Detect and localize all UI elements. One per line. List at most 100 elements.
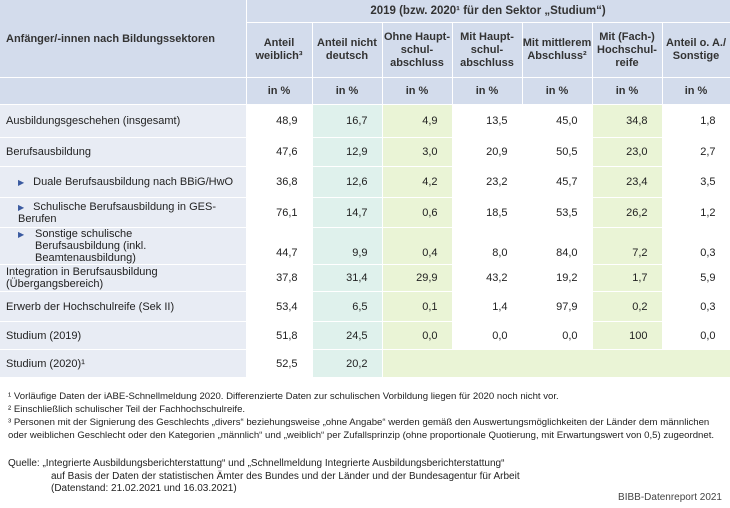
row-label: Berufsausbildung <box>0 137 247 167</box>
cell-sonstige: 0,3 <box>662 227 730 265</box>
unit-label: in % <box>522 77 593 105</box>
cell-anteil-nicht-deutsch: 31,4 <box>312 264 383 292</box>
cell-anteil-weiblich: 36,8 <box>246 166 313 198</box>
cell-hochschulreife: 23,4 <box>592 166 663 198</box>
group-title: 2019 (bzw. 2020¹ für den Sektor „Studium… <box>246 0 730 23</box>
table-row: Erwerb der Hochschulreife (Sek II) 53,4 … <box>0 291 730 322</box>
row-label: Studium (2020)¹ <box>0 349 247 378</box>
cell-anteil-weiblich: 53,4 <box>246 291 313 322</box>
cell-mit-hauptschulabschluss: 23,2 <box>452 166 523 198</box>
row-label-text: Sonstige schulische Berufsausbildung (in… <box>35 228 147 264</box>
row-label-text: Schulische Berufsausbildung in GES-Beruf… <box>18 200 216 225</box>
table-row: ▶ Sonstige schulische Berufsausbildung (i… <box>0 227 730 265</box>
unit-label: in % <box>312 77 383 105</box>
cell-anteil-nicht-deutsch: 16,7 <box>312 104 383 138</box>
cell-mittlerer-abschluss: 50,5 <box>522 137 593 167</box>
cell-anteil-weiblich: 52,5 <box>246 349 313 378</box>
source-note: Quelle: „Integrierte Ausbildungsberichte… <box>8 458 724 496</box>
cell-sonstige: 1,8 <box>662 104 730 138</box>
cell-mit-hauptschulabschluss: 0,0 <box>452 321 523 350</box>
unit-label: in % <box>452 77 523 105</box>
source-line: auf Basis der Daten der statistischen Äm… <box>51 470 520 482</box>
cell-anteil-weiblich: 47,6 <box>246 137 313 167</box>
cell-ohne-hauptschulabschluss: 0,0 <box>382 321 453 350</box>
cell-mit-hauptschulabschluss: 8,0 <box>452 227 523 265</box>
footnote: ¹ Vorläufige Daten der iABE-Schnellmeldu… <box>8 391 559 402</box>
cell-anteil-nicht-deutsch: 20,2 <box>312 349 383 378</box>
table-row: Studium (2019) 51,8 24,5 0,0 0,0 0,0 100… <box>0 321 730 350</box>
source-line: Quelle: „Integrierte Ausbildungsberichte… <box>8 458 505 469</box>
row-label: ▶ Schulische Berufsausbildung in GES-Beru… <box>0 197 247 228</box>
empty-cell-block <box>382 349 730 378</box>
cell-sonstige: 3,5 <box>662 166 730 198</box>
cell-anteil-nicht-deutsch: 14,7 <box>312 197 383 228</box>
row-label: ▶ Sonstige schulische Berufsausbildung (i… <box>0 227 247 265</box>
cell-mit-hauptschulabschluss: 13,5 <box>452 104 523 138</box>
row-label: Integration in Berufsausbildung (Übergan… <box>0 264 247 292</box>
unit-label: in % <box>382 77 453 105</box>
footnote: ³ Personen mit der Signierung des Geschl… <box>8 417 715 441</box>
table-row: ▶ Duale Berufsausbildung nach BBiG/HwO 36… <box>0 166 730 198</box>
cell-anteil-nicht-deutsch: 12,6 <box>312 166 383 198</box>
table-row: Ausbildungsgeschehen (insgesamt) 48,9 16… <box>0 104 730 138</box>
cell-anteil-weiblich: 37,8 <box>246 264 313 292</box>
cell-ohne-hauptschulabschluss: 0,6 <box>382 197 453 228</box>
footnotes: ¹ Vorläufige Daten der iABE-Schnellmeldu… <box>8 390 724 442</box>
row-label: ▶ Duale Berufsausbildung nach BBiG/HwO <box>0 166 247 198</box>
cell-sonstige: 0,0 <box>662 321 730 350</box>
cell-mittlerer-abschluss: 45,0 <box>522 104 593 138</box>
data-table: Anfänger/-innen nach Bildungssektoren 20… <box>0 0 730 378</box>
cell-sonstige: 0,3 <box>662 291 730 322</box>
unit-label: in % <box>246 77 313 105</box>
column-header: Anteil weiblich³ <box>246 22 313 78</box>
cell-ohne-hauptschulabschluss: 0,1 <box>382 291 453 322</box>
cell-mittlerer-abschluss: 19,2 <box>522 264 593 292</box>
cell-hochschulreife: 0,2 <box>592 291 663 322</box>
cell-anteil-weiblich: 48,9 <box>246 104 313 138</box>
cell-hochschulreife: 34,8 <box>592 104 663 138</box>
cell-hochschulreife: 23,0 <box>592 137 663 167</box>
column-header: Mit (Fach-) Hochschul-reife <box>592 22 663 78</box>
column-header: Anteil nicht deutsch <box>312 22 383 78</box>
unit-label: in % <box>662 77 730 105</box>
bullet-triangle-icon: ▶ <box>18 178 25 187</box>
cell-mittlerer-abschluss: 53,5 <box>522 197 593 228</box>
cell-mittlerer-abschluss: 45,7 <box>522 166 593 198</box>
cell-anteil-weiblich: 76,1 <box>246 197 313 228</box>
bullet-triangle-icon: ▶ <box>18 230 25 239</box>
cell-hochschulreife: 7,2 <box>592 227 663 265</box>
table-row: Integration in Berufsausbildung (Übergan… <box>0 264 730 292</box>
column-header: Ohne Haupt-schul-abschluss <box>382 22 453 78</box>
row-label: Erwerb der Hochschulreife (Sek II) <box>0 291 247 322</box>
cell-mittlerer-abschluss: 0,0 <box>522 321 593 350</box>
cell-anteil-nicht-deutsch: 24,5 <box>312 321 383 350</box>
column-header: Mit Haupt-schul-abschluss <box>452 22 523 78</box>
row-label: Ausbildungsgeschehen (insgesamt) <box>0 104 247 138</box>
cell-hochschulreife: 26,2 <box>592 197 663 228</box>
cell-sonstige: 5,9 <box>662 264 730 292</box>
cell-sonstige: 1,2 <box>662 197 730 228</box>
cell-anteil-weiblich: 51,8 <box>246 321 313 350</box>
cell-ohne-hauptschulabschluss: 0,4 <box>382 227 453 265</box>
row-label: Studium (2019) <box>0 321 247 350</box>
cell-ohne-hauptschulabschluss: 4,2 <box>382 166 453 198</box>
column-header: Anteil o. A./ Sonstige <box>662 22 730 78</box>
column-header: Mit mittlerem Abschluss² <box>522 22 593 78</box>
cell-ohne-hauptschulabschluss: 29,9 <box>382 264 453 292</box>
table-row: ▶ Schulische Berufsausbildung in GES-Beru… <box>0 197 730 228</box>
unit-row-spacer <box>0 77 247 105</box>
cell-mittlerer-abschluss: 97,9 <box>522 291 593 322</box>
cell-anteil-nicht-deutsch: 12,9 <box>312 137 383 167</box>
cell-mittlerer-abschluss: 84,0 <box>522 227 593 265</box>
bullet-triangle-icon: ▶ <box>18 202 25 212</box>
cell-ohne-hauptschulabschluss: 4,9 <box>382 104 453 138</box>
credit: BIBB-Datenreport 2021 <box>618 492 722 503</box>
cell-anteil-nicht-deutsch: 9,9 <box>312 227 383 265</box>
cell-sonstige: 2,7 <box>662 137 730 167</box>
cell-ohne-hauptschulabschluss: 3,0 <box>382 137 453 167</box>
row-label-header: Anfänger/-innen nach Bildungssektoren <box>0 0 247 78</box>
cell-mit-hauptschulabschluss: 1,4 <box>452 291 523 322</box>
cell-anteil-nicht-deutsch: 6,5 <box>312 291 383 322</box>
row-label-text: Duale Berufsausbildung nach BBiG/HwO <box>33 176 234 188</box>
cell-mit-hauptschulabschluss: 20,9 <box>452 137 523 167</box>
